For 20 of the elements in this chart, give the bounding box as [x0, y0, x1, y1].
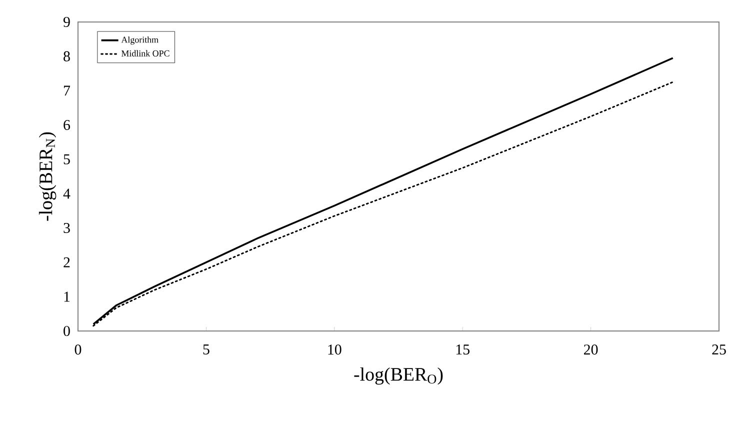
y-tick-label: 8: [64, 51, 70, 62]
y-tick-label: 6: [64, 120, 70, 130]
y-tick-label: 5: [64, 154, 70, 164]
y-axis-title: -log(BER$_{N}$): [38, 132, 56, 221]
y-tick-label: 0: [64, 326, 70, 336]
x-tick-label: 15: [456, 344, 470, 355]
legend-label: Midlink OPC: [121, 50, 170, 56]
legend-label: Algorithm: [121, 36, 158, 45]
y-tick-label: 7: [64, 86, 70, 96]
y-tick-label: 9: [63, 16, 70, 28]
x-tick-label: 5: [203, 344, 210, 354]
y-tick-label: 2: [64, 257, 70, 268]
x-tick-label: 10: [328, 344, 342, 355]
x-tick-label: 0: [74, 344, 82, 355]
x-tick-label: 25: [712, 344, 726, 355]
y-tick-label: 3: [64, 222, 70, 234]
x-axis-title: -log(BER$_{O}$): [354, 367, 443, 385]
y-tick-label: 4: [63, 188, 70, 199]
y-tick-label: 1: [64, 292, 70, 302]
x-tick-label: 20: [584, 344, 598, 355]
